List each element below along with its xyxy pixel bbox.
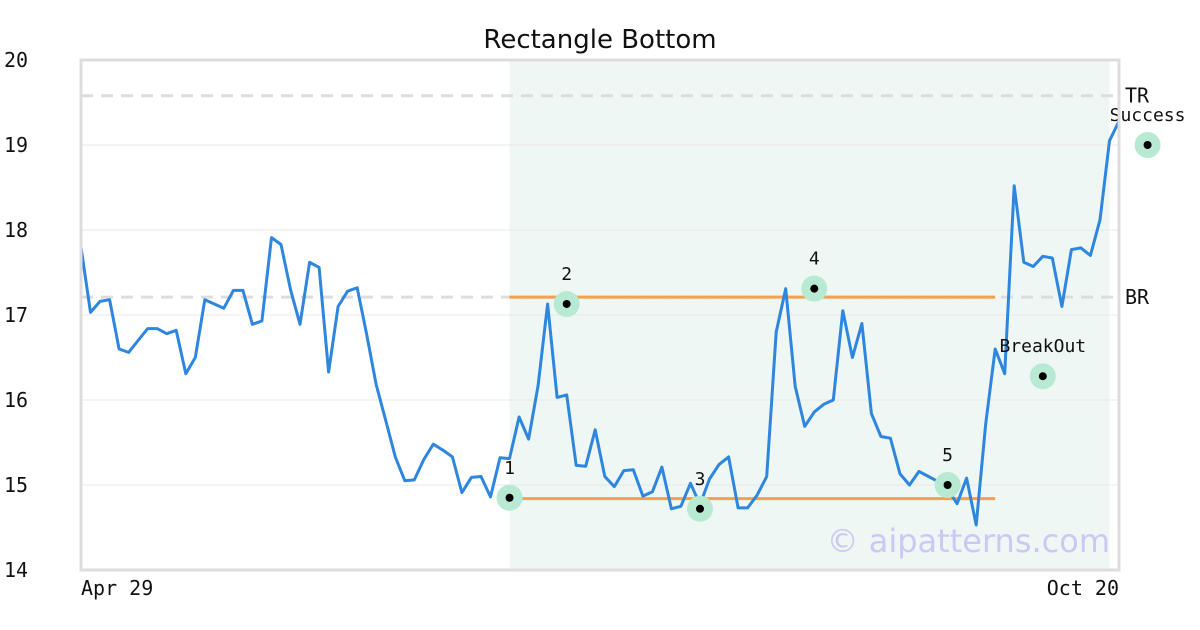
y-tick-label: 16 bbox=[4, 388, 28, 412]
annotation-1: 1 bbox=[504, 458, 515, 479]
marker-dot-4 bbox=[810, 284, 819, 293]
marker-dot-success bbox=[1143, 141, 1152, 149]
annotation-3: 3 bbox=[695, 469, 706, 490]
annotation-breakout: BreakOut bbox=[999, 336, 1086, 357]
reference-label-br: BR bbox=[1125, 285, 1150, 309]
y-tick-label: 14 bbox=[4, 558, 28, 582]
marker-dot-5 bbox=[943, 481, 952, 489]
marker-dot-breakout bbox=[1038, 372, 1047, 381]
annotation-4: 4 bbox=[809, 249, 820, 270]
y-tick-label: 15 bbox=[4, 473, 28, 497]
y-tick-label: 17 bbox=[4, 303, 28, 327]
annotation-success: Success bbox=[1110, 105, 1186, 126]
annotation-5: 5 bbox=[942, 445, 953, 466]
y-tick-label: 19 bbox=[4, 133, 28, 157]
y-tick-label: 18 bbox=[4, 218, 28, 242]
x-tick-label-end: Oct 20 bbox=[1047, 576, 1119, 600]
annotation-2: 2 bbox=[561, 264, 572, 285]
x-tick-label-start: Apr 29 bbox=[81, 576, 153, 600]
watermark: © aipatterns.com bbox=[827, 522, 1110, 560]
chart-title: Rectangle Bottom bbox=[483, 25, 716, 55]
marker-dot-3 bbox=[695, 504, 704, 513]
y-tick-label: 20 bbox=[4, 48, 28, 72]
reference-label-tr: TR bbox=[1125, 84, 1150, 108]
marker-dot-2 bbox=[562, 299, 571, 308]
pattern-markers: 1 2 3 4 5 BreakOut Success bbox=[496, 105, 1186, 522]
level-lines bbox=[509, 295, 996, 501]
plot-frame bbox=[79, 58, 1121, 572]
marker-dot-1 bbox=[505, 493, 514, 502]
